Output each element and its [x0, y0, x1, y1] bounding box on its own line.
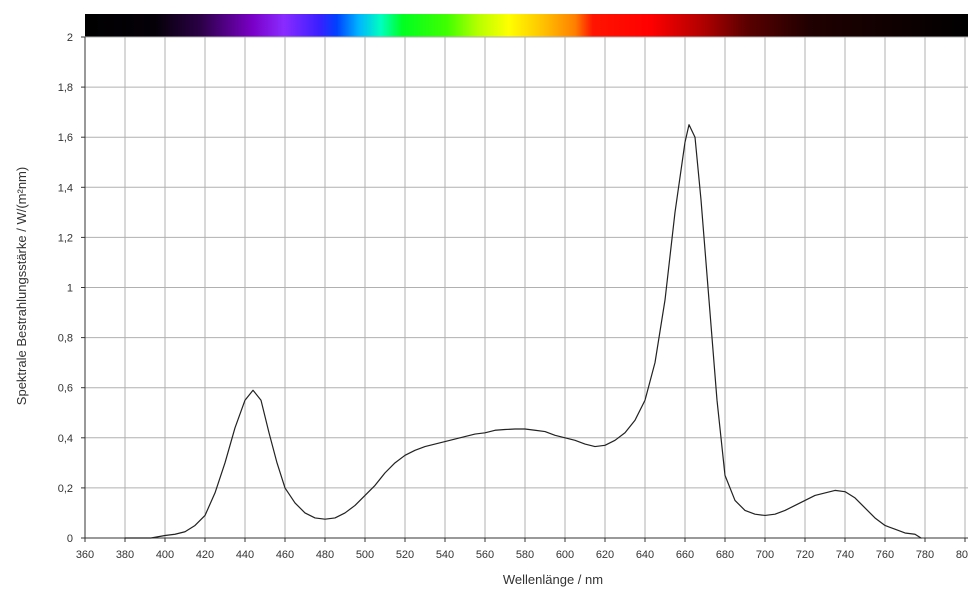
x-tick-label: 800	[956, 549, 968, 561]
y-tick-label: 0,8	[58, 333, 73, 345]
x-tick-label: 480	[316, 549, 334, 561]
x-tick-label: 700	[756, 549, 774, 561]
y-axis-label: Spektrale Bestrahlungsstärke / W/(m²nm)	[14, 167, 29, 405]
y-tick-label: 1	[67, 283, 73, 295]
y-tick-label: 1,4	[58, 182, 73, 194]
x-tick-label: 720	[796, 549, 814, 561]
y-tick-label: 1,6	[58, 132, 73, 144]
x-tick-label: 520	[396, 549, 414, 561]
y-tick-label: 0,6	[58, 383, 73, 395]
x-tick-label: 460	[276, 549, 294, 561]
series-line	[124, 124, 922, 539]
x-tick-label: 440	[236, 549, 254, 561]
x-tick-label: 780	[916, 549, 934, 561]
x-tick-label: 500	[356, 549, 374, 561]
spectrum-color-bar	[85, 14, 968, 37]
y-tick-label: 2	[67, 32, 73, 44]
x-tick-label: 400	[156, 549, 174, 561]
grid	[85, 36, 968, 538]
series-group	[124, 124, 922, 539]
y-tick-labels: 0 0,2 0,4 0,6 0,8 1 1,2 1,4 1,6 1,8 2	[58, 32, 73, 545]
x-tick-label: 580	[516, 549, 534, 561]
x-tick-label: 380	[116, 549, 134, 561]
x-tick-label: 420	[196, 549, 214, 561]
x-tick-label: 560	[476, 549, 494, 561]
x-tick-label: 680	[716, 549, 734, 561]
x-tick-label: 620	[596, 549, 614, 561]
y-tick-label: 0,4	[58, 433, 73, 445]
x-tick-label: 600	[556, 549, 574, 561]
x-tick-label: 640	[636, 549, 654, 561]
x-tick-label: 360	[76, 549, 94, 561]
y-tick-label: 1,8	[58, 82, 73, 94]
x-tick-label: 740	[836, 549, 854, 561]
y-tick-label: 0,2	[58, 483, 73, 495]
x-tick-labels: 360 380 400 420 440 460 480 500 520 540 560 580 600 6…	[76, 549, 968, 561]
x-tick-label: 760	[876, 549, 894, 561]
axes	[81, 36, 968, 542]
x-axis-label: Wellenlänge / nm	[503, 572, 603, 587]
y-tick-label: 0	[67, 533, 73, 545]
y-tick-label: 1,2	[58, 232, 73, 244]
x-tick-label: 660	[676, 549, 694, 561]
x-tick-label: 540	[436, 549, 454, 561]
